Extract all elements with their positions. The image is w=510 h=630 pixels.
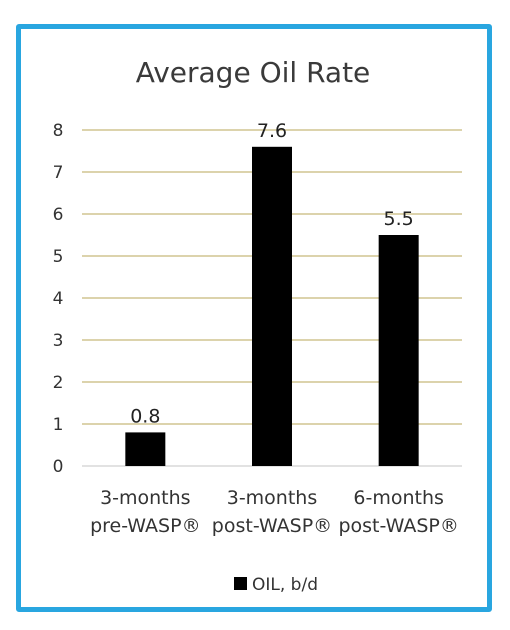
y-tick-label: 5 [53,247,64,267]
category-label: post-WASP® [338,515,458,537]
bar [125,432,166,466]
category-label: post-WASP® [212,515,332,537]
bar [378,235,419,466]
y-tick-label: 7 [53,163,64,183]
legend-label: OIL, b/d [252,575,318,595]
data-label: 7.6 [257,120,287,142]
legend: OIL, b/d [234,575,318,595]
y-tick-label: 8 [53,121,64,141]
category-label: 3-months [227,487,318,509]
y-tick-label: 2 [53,373,64,393]
category-label: 3-months [100,487,191,509]
y-tick-label: 3 [53,331,64,351]
bar [252,146,292,467]
bars [125,146,419,467]
legend-swatch [234,577,247,590]
data-labels: 0.8 7.6 5.5 [130,120,414,428]
data-label: 5.5 [384,208,414,230]
y-tick-label: 6 [53,205,64,225]
y-tick-label: 0 [53,457,64,477]
chart-title: Average Oil Rate [136,56,371,89]
category-labels: 3-months pre-WASP® 3-months post-WASP® 6-mon… [90,487,459,537]
category-label: 6-months [353,487,444,509]
y-tick-label: 4 [53,289,64,309]
y-axis-ticks: 0 1 2 3 4 5 6 7 8 [53,121,64,477]
y-tick-label: 1 [53,415,64,435]
category-label: pre-WASP® [90,515,201,537]
data-label: 0.8 [130,405,160,427]
